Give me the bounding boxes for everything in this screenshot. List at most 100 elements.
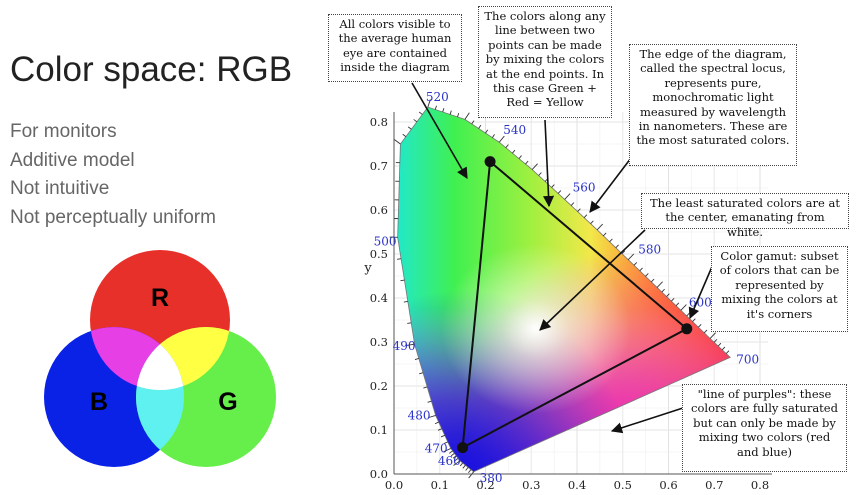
callout-line-of-purples: "line of purples": these colors are full… <box>682 384 847 472</box>
x-tick-label: 0.0 <box>385 478 403 492</box>
x-tick-label: 0.8 <box>751 478 769 492</box>
x-tick-label: 0.6 <box>659 478 677 492</box>
locus-tick <box>551 184 555 188</box>
locus-tick <box>717 342 722 347</box>
locus-tick <box>453 460 461 466</box>
venn-label-r: R <box>151 284 169 312</box>
locus-tick <box>505 144 509 148</box>
bullet-item: Additive model <box>10 149 135 171</box>
locus-tick <box>583 214 588 218</box>
locus-tick <box>491 134 495 138</box>
arrow-locus <box>589 157 632 213</box>
locus-tick <box>462 464 466 469</box>
rgb-venn-diagram: R B G <box>44 250 276 467</box>
x-tick-label: 0.3 <box>522 478 540 492</box>
slide-title: Color space: RGB <box>10 50 293 89</box>
wavelength-label: 480 <box>408 408 431 422</box>
locus-tick <box>675 302 680 307</box>
y-tick-label: 0.4 <box>370 291 388 305</box>
callout-least-saturated: The least saturated colors are at the ce… <box>641 193 849 239</box>
gamut-triangle <box>457 156 693 454</box>
x-tick-label: 0.5 <box>614 478 632 492</box>
locus-tick <box>427 99 431 108</box>
locus-tick <box>452 455 457 459</box>
locus-tick <box>703 329 708 334</box>
wavelength-label: 700 <box>736 352 759 366</box>
wavelength-label: 500 <box>374 234 397 248</box>
y-tick-label: 0.2 <box>370 379 388 393</box>
bullet-item: Not intuitive <box>10 178 110 199</box>
locus-tick <box>434 105 437 110</box>
locus-tick <box>645 273 649 277</box>
locus-tick <box>402 133 407 137</box>
gamut-vertex-blue <box>457 442 469 454</box>
locus-tick <box>465 467 469 471</box>
locus-tick <box>603 232 607 237</box>
y-tick-label: 0.3 <box>370 335 388 349</box>
locus-tick <box>621 250 626 255</box>
arrow-purples <box>610 406 687 434</box>
wavelength-label: 560 <box>573 180 596 194</box>
x-tick-label: 0.7 <box>705 478 723 492</box>
locus-tick <box>440 434 445 438</box>
locus-tick <box>406 343 415 346</box>
locus-tick <box>633 262 638 266</box>
locus-tick <box>414 358 419 361</box>
wavelength-label: 540 <box>503 123 526 137</box>
white-point-glow <box>440 243 631 414</box>
locus-tick <box>557 190 562 194</box>
locus-tick <box>407 322 412 324</box>
locus-tick <box>443 448 451 453</box>
locus-tick <box>661 288 665 293</box>
y-axis-label: y <box>363 261 372 276</box>
locus-tick <box>590 220 594 225</box>
x-tick-label: 0.2 <box>476 478 494 492</box>
chart-axes: 0.0 0.1 0.2 0.3 0.4 0.5 0.6 0.7 0.8 0.0 0.1 0.2 0.3 0… <box>363 112 772 492</box>
locus-tick <box>419 372 424 375</box>
locus-tick <box>413 119 418 123</box>
wavelength-label: 470 <box>425 441 448 455</box>
x-tick-label: 0.1 <box>431 478 449 492</box>
locus-tick <box>454 457 459 462</box>
locus-tick <box>512 149 516 154</box>
locus-tick <box>427 400 432 403</box>
callout-spectral-locus: The edge of the diagram, called the spec… <box>629 44 797 166</box>
locus-tick <box>457 112 460 118</box>
locus-tick <box>443 441 448 444</box>
gamut-vertex-red <box>681 323 693 335</box>
locus-tick <box>498 135 505 143</box>
locus-tick <box>450 453 455 457</box>
locus-tick <box>400 279 405 282</box>
bullet-list: For monitors Additive model Not intuitiv… <box>10 118 216 232</box>
arrow-line <box>542 119 555 208</box>
locus-tick <box>525 160 529 165</box>
wavelength-label: 580 <box>638 243 661 257</box>
locus-tick <box>709 332 716 339</box>
locus-tick <box>564 193 571 200</box>
y-tick-label: 0.0 <box>370 467 388 481</box>
bullet-item: Not perceptually uniform <box>10 206 216 228</box>
locus-tick <box>407 126 412 130</box>
locus-tick <box>464 112 470 120</box>
locus-tick <box>485 129 489 134</box>
wavelength-label: 460 <box>438 454 461 468</box>
locus-tick <box>393 138 401 145</box>
locus-tick <box>656 281 663 288</box>
locus-tick <box>650 278 655 283</box>
locus-tick <box>449 450 453 454</box>
arrow-visible <box>411 82 468 179</box>
locus-tick <box>449 110 452 115</box>
wavelength-label: 600 <box>689 295 712 309</box>
locus-tick <box>686 312 690 317</box>
locus-tick <box>698 324 702 328</box>
locus-tick <box>538 172 542 176</box>
locus-tick <box>666 293 670 297</box>
locus-tick <box>615 244 619 249</box>
locus-tick <box>577 208 581 212</box>
locus-tick <box>468 471 475 479</box>
locus-tick <box>471 120 475 125</box>
y-tick-label: 0.1 <box>370 423 388 437</box>
locus-tick <box>434 421 439 425</box>
